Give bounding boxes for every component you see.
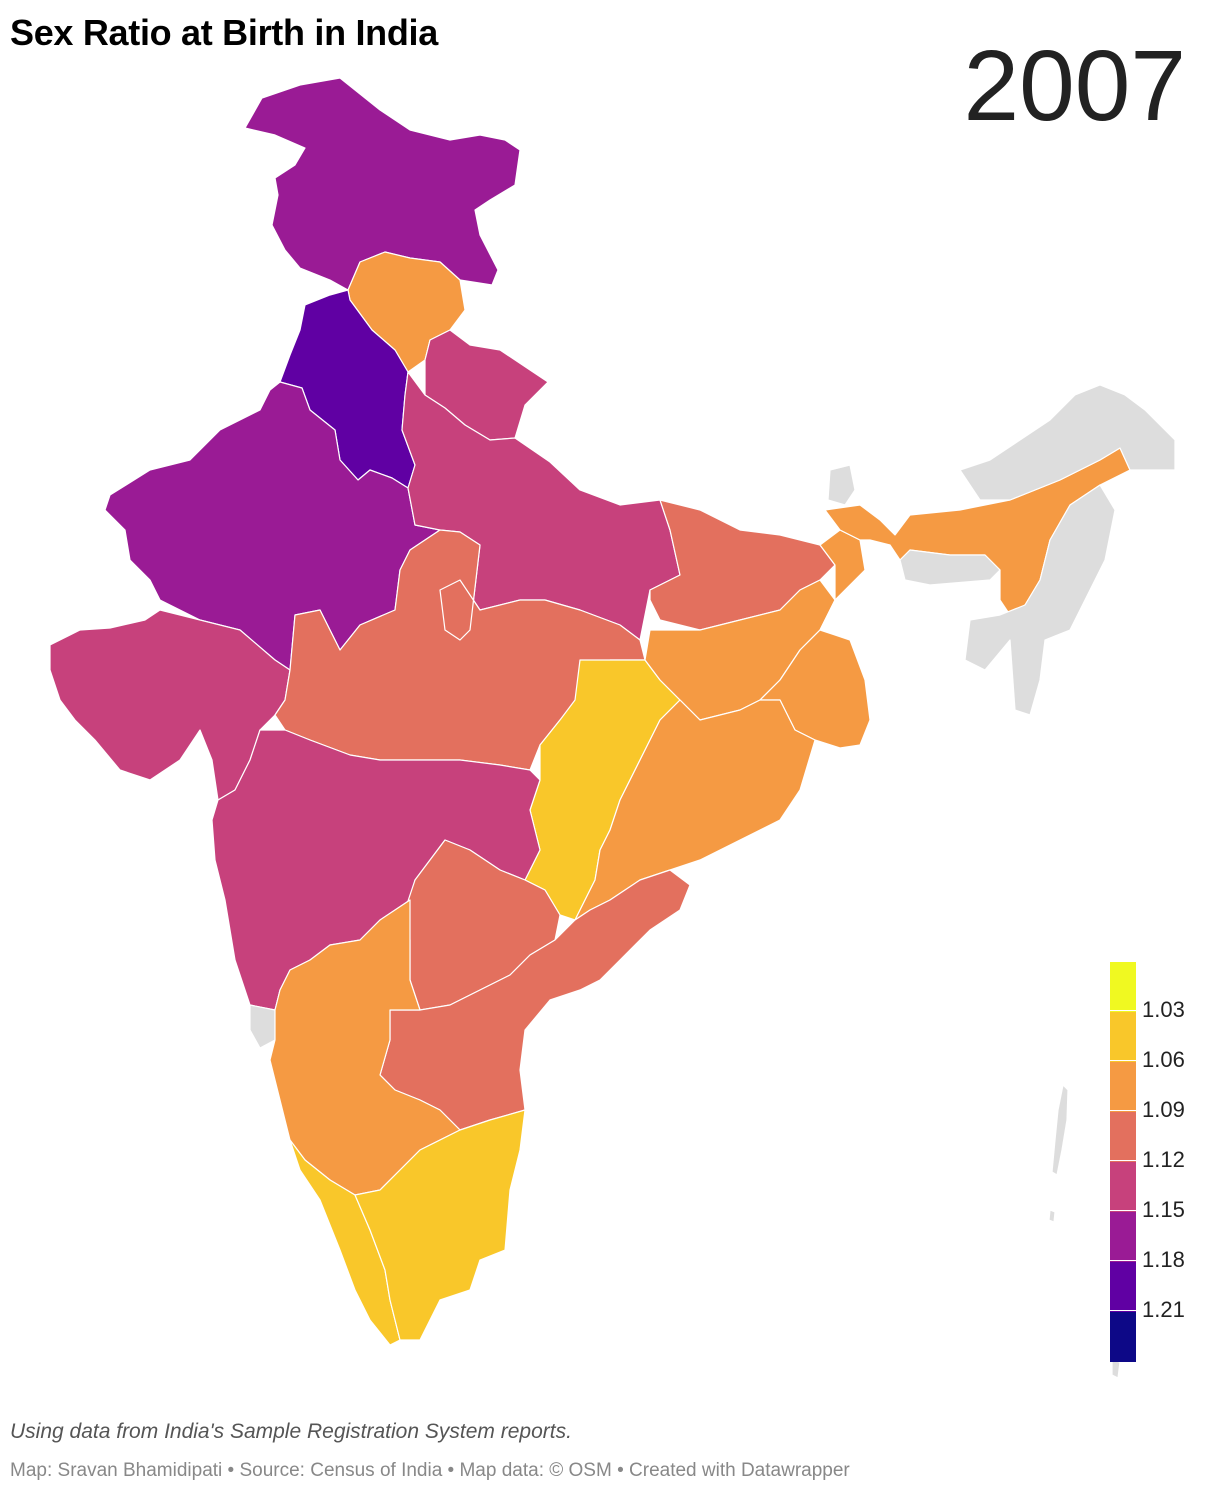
legend-label: 1.06 [1142, 1047, 1185, 1072]
data-note: Using data from India's Sample Registrat… [10, 1420, 572, 1443]
legend-tick [1110, 1310, 1136, 1311]
region-jammu-kashmir[interactable] [244, 77, 521, 291]
legend-tick [1110, 1110, 1136, 1111]
region-northeast-no-data[interactable] [899, 384, 1176, 716]
legend-tick [1110, 1060, 1136, 1061]
legend-tick [1110, 1160, 1136, 1161]
india-map [49, 77, 1176, 1379]
legend-label: 1.21 [1142, 1297, 1185, 1322]
legend-label: 1.09 [1142, 1097, 1185, 1122]
legend-swatch-2 [1110, 1062, 1136, 1112]
region-west-bengal[interactable] [759, 529, 871, 749]
legend-swatch-1 [1110, 1012, 1136, 1062]
legend-label: 1.03 [1142, 997, 1185, 1022]
map-title: Sex Ratio at Birth in India [10, 12, 438, 53]
year-label: 2007 [963, 30, 1186, 142]
region-goa-no-data[interactable] [249, 1004, 276, 1049]
legend-tick [1110, 1260, 1136, 1261]
legend-swatch-5 [1110, 1212, 1136, 1262]
region-andhra[interactable] [379, 869, 691, 1131]
region-sikkim-no-data[interactable] [827, 464, 856, 506]
legend-tick [1110, 1010, 1136, 1011]
legend-swatch-4 [1110, 1162, 1136, 1212]
legend-label: 1.12 [1142, 1147, 1185, 1172]
legend-swatch-0 [1110, 962, 1136, 1012]
legend-swatch-6 [1110, 1262, 1136, 1312]
legend-swatch-7 [1110, 1312, 1136, 1362]
legend-label: 1.18 [1142, 1247, 1185, 1272]
legend-tick [1110, 1210, 1136, 1211]
india-map-svg [49, 77, 1176, 1379]
legend-label: 1.15 [1142, 1197, 1185, 1222]
legend-swatch-3 [1110, 1112, 1136, 1162]
region-tamil-nadu[interactable] [354, 1109, 526, 1341]
credits-line: Map: Sravan Bhamidipati • Source: Census… [10, 1460, 850, 1481]
